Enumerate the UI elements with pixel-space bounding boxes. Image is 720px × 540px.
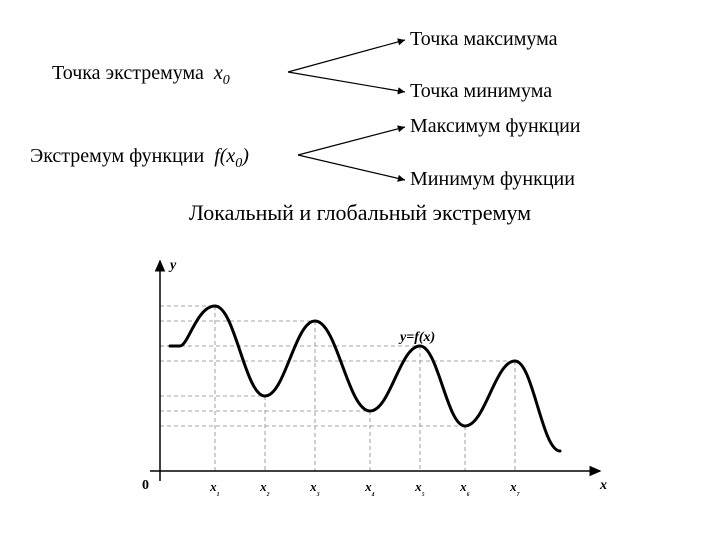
branching-arrows	[30, 20, 690, 190]
section-heading: Локальный и глобальный экстремум	[30, 200, 690, 226]
svg-text:x₃: x₃	[309, 479, 320, 496]
svg-text:x₁: x₁	[209, 479, 220, 496]
svg-text:0: 0	[142, 478, 149, 493]
terminology-diagram: Точка экстремума x0 Экстремум функции f(…	[30, 20, 690, 190]
chart-svg: y x 0 y=f(x) x₁ x₂ x₃ x₄ x₅ x₆ x₇	[100, 241, 620, 521]
svg-text:x: x	[599, 478, 607, 493]
svg-text:x₅: x₅	[414, 479, 425, 496]
svg-text:x₂: x₂	[259, 479, 270, 496]
svg-text:x₄: x₄	[364, 479, 375, 496]
svg-text:x₆: x₆	[459, 479, 470, 496]
svg-text:x₇: x₇	[509, 479, 520, 496]
extremum-chart: y x 0 y=f(x) x₁ x₂ x₃ x₄ x₅ x₆ x₇	[30, 241, 690, 521]
svg-text:y=f(x): y=f(x)	[398, 330, 435, 345]
svg-text:y: y	[168, 258, 177, 273]
